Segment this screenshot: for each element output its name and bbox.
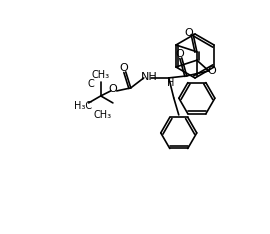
Text: O: O bbox=[185, 28, 194, 38]
Text: O: O bbox=[207, 66, 216, 76]
Text: O: O bbox=[119, 63, 128, 73]
Text: CH₃: CH₃ bbox=[92, 70, 110, 80]
Text: H: H bbox=[167, 78, 174, 88]
Text: H₃C: H₃C bbox=[74, 101, 92, 111]
Text: O: O bbox=[176, 49, 184, 59]
Text: C: C bbox=[87, 79, 94, 89]
Text: CH₃: CH₃ bbox=[94, 110, 112, 120]
Text: NH: NH bbox=[140, 72, 157, 82]
Text: O: O bbox=[108, 84, 117, 94]
